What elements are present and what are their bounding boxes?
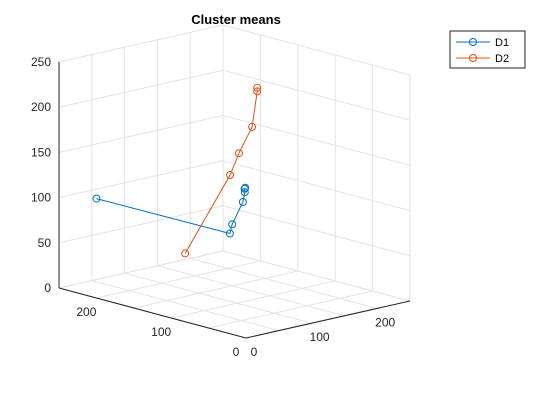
x-tick-label: 100 xyxy=(310,330,330,344)
grid-line-z-side xyxy=(222,69,411,121)
legend-d2-marker xyxy=(469,54,477,62)
tick-labels: 0 100 200 0 100 200 0 50 100 150 200 250 xyxy=(31,55,396,359)
grid-line-y-floor xyxy=(208,290,373,329)
series-marker-d2 xyxy=(226,171,235,179)
grid-line-z-back xyxy=(58,24,224,63)
series-marker-d2 xyxy=(181,249,190,258)
series-marker-d2 xyxy=(253,87,262,96)
grid-line-z-side xyxy=(222,160,411,212)
series-marker-d1 xyxy=(92,194,101,203)
grid-line-z-side xyxy=(222,114,411,166)
grid-line-y-floor xyxy=(96,260,261,299)
z-tick-label: 100 xyxy=(31,191,51,205)
z-tick-label: 200 xyxy=(31,100,51,114)
grid-line-z-side xyxy=(222,24,411,76)
series-marker-d2 xyxy=(234,149,243,158)
legend-d2-label: D2 xyxy=(495,53,509,65)
grid-line-x-floor xyxy=(190,257,378,309)
grid-line-y-floor xyxy=(58,250,224,289)
grid-line-x-floor xyxy=(124,272,312,324)
grid-line-x-floor xyxy=(91,280,279,332)
legend-box xyxy=(449,30,526,69)
x-tick-label: 200 xyxy=(375,315,395,329)
legend-d1-label: D1 xyxy=(495,37,509,49)
y-tick-label: 0 xyxy=(233,345,240,359)
y-tick-label: 100 xyxy=(151,325,171,339)
series-marker-d2 xyxy=(248,122,257,131)
chart-title: Cluster means xyxy=(191,12,281,27)
x-axis-line xyxy=(245,300,411,339)
grid-line-y-floor xyxy=(133,270,298,309)
grid-line-x-floor xyxy=(222,250,411,302)
series-line-d2 xyxy=(184,87,258,254)
grid-line-z-back xyxy=(58,205,224,244)
series-marker-d1 xyxy=(240,188,249,197)
series-marker-d1 xyxy=(238,198,247,206)
series-layer xyxy=(92,83,262,258)
legend-d1-marker xyxy=(469,38,477,46)
grid-line-z-back xyxy=(58,114,224,153)
z-tick-label: 150 xyxy=(31,145,51,159)
legend-entry-d2[interactable]: D2 xyxy=(456,53,509,65)
z-tick-label: 50 xyxy=(38,236,52,250)
legend-entry-d1[interactable]: D1 xyxy=(456,37,509,49)
grid-layer xyxy=(58,24,411,339)
series-marker-d1 xyxy=(225,229,234,238)
z-tick-label: 0 xyxy=(44,281,51,295)
legend[interactable]: D1 D2 xyxy=(449,30,526,69)
x-tick-label: 0 xyxy=(251,345,258,359)
grid-line-z-side xyxy=(222,205,411,257)
grid-line-z-back xyxy=(58,69,224,108)
z-tick-label: 250 xyxy=(31,55,51,69)
y-tick-label: 200 xyxy=(76,305,96,319)
series-marker-d1 xyxy=(241,183,250,192)
y-axis-line xyxy=(58,287,247,339)
series-marker-d1 xyxy=(228,220,237,229)
grid-line-x-floor xyxy=(157,265,345,317)
grid-line-y-floor xyxy=(171,280,336,319)
grid-line-z-back xyxy=(58,160,224,199)
axis-layer xyxy=(58,62,411,339)
series-marker-d2 xyxy=(253,83,262,92)
